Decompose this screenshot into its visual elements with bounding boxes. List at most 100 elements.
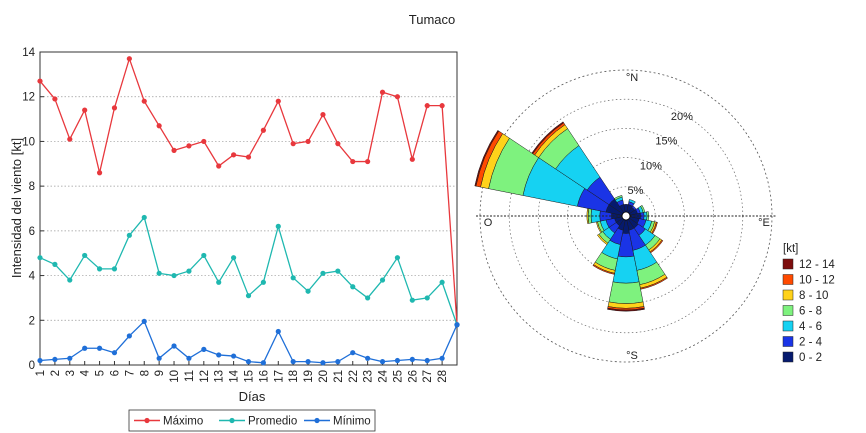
data-point-minimo xyxy=(67,355,73,361)
data-point-minimo xyxy=(96,345,103,351)
x-tick-label: 9 xyxy=(154,370,166,376)
ring-label: 5% xyxy=(628,185,644,197)
data-point-minimo xyxy=(245,359,252,365)
data-point-promedio xyxy=(37,255,43,261)
legend-item-promedio: Promedio xyxy=(219,416,297,428)
legend-bin-label: 4 - 6 xyxy=(799,321,822,333)
data-point-promedio xyxy=(320,270,326,276)
data-point-maximo xyxy=(82,107,88,113)
x-tick-label: 20 xyxy=(318,370,330,383)
data-point-promedio xyxy=(201,252,207,259)
x-tick-label: 14 xyxy=(229,369,241,382)
x-tick-label: 2 xyxy=(50,370,62,376)
legend-label-promedio: Promedio xyxy=(248,416,297,428)
legend-item-minimo: Mínimo xyxy=(304,416,371,428)
wind-rose-legend-item: 10 - 12 xyxy=(782,274,835,287)
x-tick-label: 27 xyxy=(422,370,434,383)
direction-label-south: °S xyxy=(626,350,638,362)
ring-label: 20% xyxy=(671,111,693,123)
legend-marker-minimo xyxy=(314,417,320,424)
data-point-minimo xyxy=(275,328,281,335)
y-axis-title: Intensidad del viento [kt] xyxy=(9,138,24,278)
data-point-promedio xyxy=(439,279,445,285)
sector-315 xyxy=(531,121,627,217)
legend-marker-maximo xyxy=(144,417,150,424)
data-point-promedio xyxy=(156,270,162,276)
y-tick-label: 14 xyxy=(22,47,35,59)
data-point-maximo xyxy=(96,170,103,176)
wind-rose-legend-item: 4 - 6 xyxy=(782,320,822,333)
data-point-minimo xyxy=(409,356,415,363)
sector-segment xyxy=(531,121,565,155)
legend-item-maximo: Máximo xyxy=(134,416,203,428)
x-tick-label: 15 xyxy=(244,370,256,383)
data-point-maximo xyxy=(335,141,341,147)
series-minimo xyxy=(37,318,460,366)
data-point-promedio xyxy=(305,288,311,294)
data-point-maximo xyxy=(439,103,445,109)
data-point-promedio xyxy=(365,295,371,301)
data-point-minimo xyxy=(37,357,43,364)
wind-rose-ring-labels: 5% 10% 15% 20% xyxy=(628,111,694,197)
line-chart-grid xyxy=(40,96,457,321)
x-tick-label: 19 xyxy=(303,370,315,383)
data-point-minimo xyxy=(305,359,311,365)
data-point-minimo xyxy=(379,359,386,365)
sector-segment xyxy=(607,307,645,312)
legend-label-maximo: Máximo xyxy=(163,416,203,428)
x-tick-label: 10 xyxy=(169,370,181,383)
data-point-minimo xyxy=(424,357,430,364)
data-point-minimo xyxy=(141,318,147,325)
data-point-maximo xyxy=(409,156,415,162)
data-point-maximo xyxy=(126,56,132,62)
legend-bin-label: 6 - 8 xyxy=(799,306,822,318)
x-tick-label: 16 xyxy=(258,370,270,383)
x-tick-label: 5 xyxy=(95,370,107,376)
wind-rose-legend-items: 12 - 14 10 - 12 8 - 10 6 - 8 4 - 6 2 - 4 0 - 2 xyxy=(782,258,835,364)
legend-swatch xyxy=(782,274,794,285)
data-point-minimo xyxy=(231,353,237,359)
direction-label-east: °E xyxy=(758,217,770,229)
data-point-maximo xyxy=(350,158,356,165)
x-tick-label: 13 xyxy=(214,370,226,383)
data-point-maximo xyxy=(394,94,401,100)
data-point-minimo xyxy=(260,360,266,366)
x-tick-label: 22 xyxy=(348,370,360,383)
data-point-maximo xyxy=(260,127,266,133)
data-point-minimo xyxy=(156,355,162,361)
legend-swatch xyxy=(782,289,794,301)
x-tick-label: 7 xyxy=(124,370,136,376)
legend-swatch xyxy=(782,320,794,332)
wind-rose-legend-item: 8 - 10 xyxy=(782,289,828,302)
data-point-promedio xyxy=(350,284,356,290)
x-tick-label: 18 xyxy=(288,370,300,383)
direction-label-west: O xyxy=(484,217,493,229)
data-point-maximo xyxy=(37,78,43,84)
data-point-maximo xyxy=(379,89,386,95)
x-axis-title: Días xyxy=(239,389,266,404)
data-point-minimo xyxy=(186,355,192,361)
data-point-maximo xyxy=(111,105,118,111)
data-point-promedio xyxy=(141,214,147,221)
data-point-promedio xyxy=(335,268,341,274)
x-tick-label: 26 xyxy=(407,370,419,383)
data-point-minimo xyxy=(52,356,58,363)
line-chart-legend: Máximo Promedio Mínimo xyxy=(128,409,376,432)
x-tick-label: 24 xyxy=(378,369,390,382)
legend-label-minimo: Mínimo xyxy=(333,416,371,428)
line-chart-series xyxy=(37,56,460,366)
direction-label-north: °N xyxy=(626,72,638,84)
data-point-minimo xyxy=(171,343,177,349)
data-point-minimo xyxy=(454,322,460,328)
data-point-promedio xyxy=(424,295,430,301)
data-point-promedio xyxy=(96,266,103,272)
figure-title: Tumaco xyxy=(409,12,455,27)
data-point-minimo xyxy=(365,355,371,361)
sector-segment xyxy=(608,281,644,304)
data-point-minimo xyxy=(394,357,401,364)
x-tick-label: 28 xyxy=(437,370,449,383)
data-point-minimo xyxy=(320,360,326,366)
data-point-promedio xyxy=(231,255,237,261)
